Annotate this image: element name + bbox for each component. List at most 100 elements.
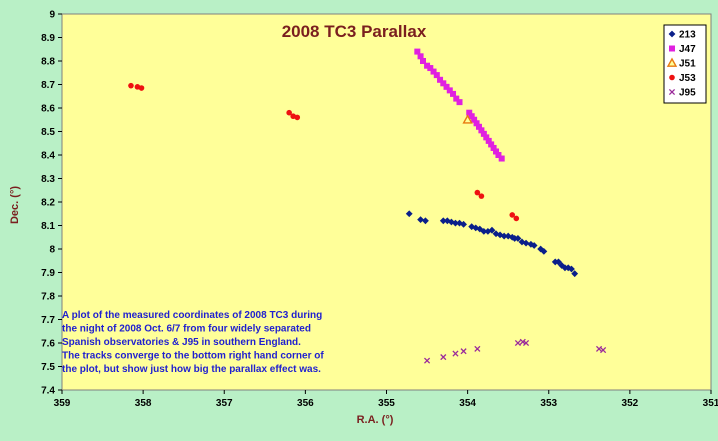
y-tick-label: 8.2 (41, 198, 55, 209)
y-tick-label: 8 (49, 245, 55, 256)
y-axis-title: Dec. (°) (9, 186, 21, 224)
data-point-213 (417, 216, 424, 224)
x-tick-label: 353 (540, 398, 557, 409)
data-point-J47 (480, 130, 487, 137)
data-point-J53 (128, 82, 134, 89)
data-point-213 (522, 239, 530, 247)
data-point-J47 (456, 99, 463, 106)
legend-marker-J47 (669, 45, 675, 52)
data-point-J53 (513, 215, 520, 222)
data-point-213 (504, 232, 512, 240)
data-point-J47 (450, 90, 457, 97)
data-point-J47 (473, 120, 480, 127)
data-point-J47 (488, 141, 495, 148)
data-point-J47 (440, 80, 447, 87)
annotation-line: the plot, but show just how big the para… (62, 364, 321, 375)
chart-title: 2008 TC3 Parallax (282, 22, 427, 41)
data-point-213 (571, 270, 579, 278)
data-point-213 (500, 232, 508, 240)
data-point-J95 (460, 348, 467, 355)
data-point-213 (439, 217, 447, 225)
data-point-213 (488, 226, 496, 234)
data-point-J47 (446, 87, 453, 94)
y-tick-label: 7.6 (41, 339, 55, 350)
data-point-J47 (495, 152, 502, 158)
data-point-213 (530, 242, 538, 249)
data-point-J95 (452, 350, 459, 357)
data-point-J95 (440, 354, 447, 361)
data-point-J53 (138, 85, 145, 91)
x-tick-label: 351 (703, 398, 718, 409)
data-point-J95 (519, 338, 526, 345)
data-point-J95 (474, 345, 481, 352)
annotation-line: Spanish observatories & J95 in southern … (62, 337, 301, 348)
plot-area (61, 13, 712, 391)
data-point-J47 (437, 76, 444, 83)
data-point-J47 (424, 62, 431, 69)
data-point-J47 (468, 113, 475, 120)
legend-label: 213 (679, 30, 696, 41)
annotation-note: A plot of the measured coordinates of 20… (62, 310, 324, 375)
data-point-J95 (595, 345, 603, 352)
data-point-J53 (478, 193, 485, 199)
data-point-J47 (453, 95, 460, 102)
legend: 213 J47 J51 J53 J95 (663, 24, 707, 104)
x-tick-label: 355 (378, 398, 395, 409)
x-tick-label: 358 (135, 398, 152, 409)
data-point-213 (540, 247, 548, 255)
legend-label: J47 (679, 44, 696, 55)
data-point-J47 (490, 144, 497, 151)
y-tick-label: 8.4 (41, 151, 55, 162)
data-point-J47 (493, 148, 500, 155)
data-point-213 (460, 220, 467, 228)
y-tick-label: 7.8 (41, 292, 55, 303)
annotation-line: A plot of the measured coordinates of 20… (62, 310, 322, 321)
data-point-J95 (600, 346, 607, 354)
data-point-213 (568, 265, 575, 273)
data-point-J47 (466, 109, 473, 116)
data-point-J95 (424, 357, 431, 364)
data-point-J47 (475, 123, 482, 130)
y-tick-label: 8.9 (41, 33, 55, 44)
data-point-J47 (433, 72, 440, 79)
data-point-J47 (420, 58, 427, 64)
data-point-213 (484, 227, 492, 235)
x-tick-label: 359 (54, 398, 71, 409)
x-axis-title: R.A. (°) (357, 414, 394, 426)
data-point-J47 (471, 116, 478, 123)
data-point-J47 (498, 155, 505, 162)
y-tick-label: 7.9 (41, 268, 55, 279)
annotation-line: The tracks converge to the bottom right … (62, 351, 324, 362)
y-tick-label: 8.3 (41, 174, 55, 185)
y-tick-label: 8.6 (41, 104, 55, 115)
data-point-213 (514, 235, 522, 242)
data-point-J47 (430, 68, 437, 75)
x-tick-label: 357 (216, 398, 233, 409)
data-point-J47 (417, 53, 424, 60)
y-tick-label: 7.7 (41, 315, 55, 326)
x-tick-label: 354 (459, 398, 476, 409)
legend-label: J51 (679, 59, 696, 70)
y-tick-label: 7.4 (41, 386, 55, 397)
legend-marker-213 (668, 30, 676, 38)
data-point-J95 (522, 339, 530, 347)
data-point-213 (480, 227, 488, 235)
points-layer (128, 48, 607, 364)
data-point-J47 (485, 137, 492, 144)
data-point-J47 (427, 65, 434, 72)
legend-label: J95 (679, 88, 696, 99)
legend-box (663, 24, 707, 104)
y-tick-label: 8.5 (41, 127, 55, 138)
y-tick-label: 8.7 (41, 80, 55, 91)
data-point-J47 (478, 127, 485, 134)
data-point-J47 (443, 83, 450, 90)
legend-label: J53 (679, 73, 696, 84)
x-tick-label: 352 (622, 398, 639, 409)
data-point-J95 (514, 339, 521, 347)
y-tick-label: 9 (49, 10, 55, 21)
y-tick-label: 7.5 (41, 362, 55, 373)
data-point-213 (443, 217, 451, 225)
legend-marker-J51 (666, 57, 678, 67)
data-point-J53 (294, 114, 301, 121)
